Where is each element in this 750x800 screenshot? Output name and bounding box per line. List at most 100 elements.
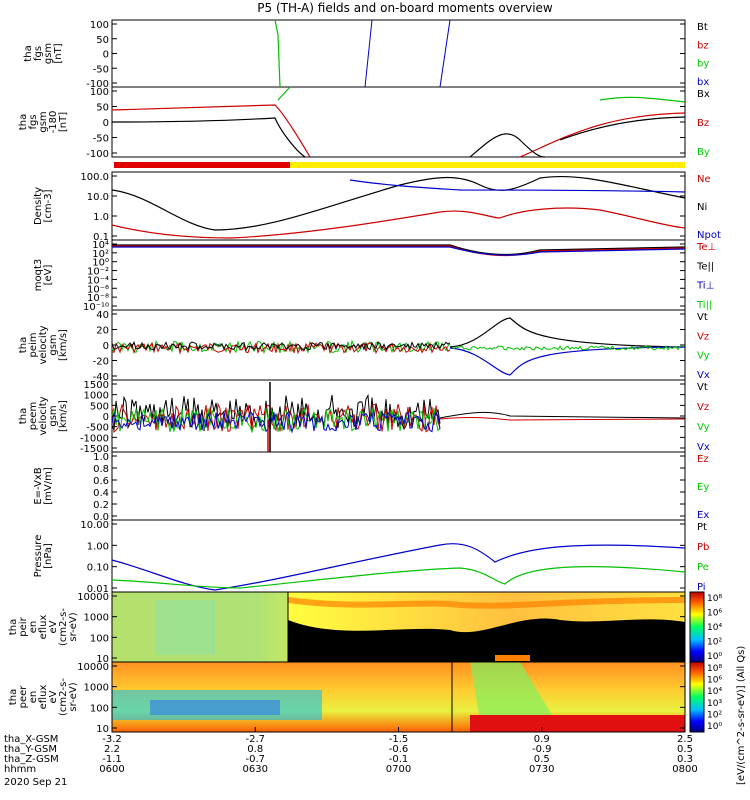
legend-entry: Vy [697, 422, 710, 433]
panel-frame-bgsm-180 [111, 86, 686, 158]
trace-line [111, 207, 686, 239]
legend-entry: Pt [697, 522, 707, 533]
y-tick-label: 100.0 [80, 172, 109, 183]
trace-line [111, 566, 686, 589]
y-axis-label: tha [18, 114, 29, 130]
y-axis-label: peir [18, 616, 29, 636]
trace-line [519, 112, 686, 158]
trace-line [364, 19, 373, 88]
y-tick-label: 10⁻² [87, 267, 109, 278]
y-axis-label: moqt3 [33, 259, 44, 292]
y-axis-label: [nPa] [43, 543, 54, 569]
trace-line [112, 246, 686, 256]
x-tick-label: 0700 [386, 764, 411, 775]
trace-line [277, 86, 291, 101]
trace-line [111, 402, 441, 433]
y-tick-label: 10000 [77, 662, 109, 673]
colorbar-lower [689, 661, 705, 733]
y-tick-label: 100 [90, 633, 109, 644]
y-tick-label: -100 [86, 149, 109, 160]
y-axis-label: [km/s] [58, 329, 69, 361]
trace-line [111, 341, 451, 355]
x-tick-label: 0.5 [677, 744, 693, 755]
y-tick-label: -100 [86, 79, 109, 90]
x-tick-label: -0.6 [389, 744, 409, 755]
x-axis-row-label: hhmm [4, 764, 36, 775]
trace-line [469, 133, 546, 158]
legend-entry: Pe [697, 562, 709, 573]
legend-entry: Vt [697, 312, 708, 323]
legend-entry: Pb [697, 542, 709, 553]
y-tick-label: 0 [103, 412, 109, 423]
trace-line [599, 96, 686, 103]
y-axis-label: peim [28, 332, 39, 357]
y-tick-label: 0.4 [93, 488, 109, 499]
x-tick-label: 0600 [99, 764, 124, 775]
y-axis-label: gsm [48, 405, 59, 426]
trace-line [111, 117, 306, 158]
x-tick-label: 0.3 [677, 754, 693, 765]
x-axis-row-label: 2020 Sep 21 [4, 777, 67, 788]
y-tick-label: 0.10 [87, 563, 109, 574]
trace-line [111, 339, 451, 355]
trace-line [111, 175, 686, 231]
legend-entry: Ti⊥ [696, 281, 714, 292]
mode-bar-fast [290, 162, 685, 168]
x-tick-label: -2.7 [245, 734, 265, 745]
y-axis-label: en [28, 621, 39, 634]
y-axis-label: gsm [38, 111, 49, 132]
legend-entry: Bx [697, 89, 710, 100]
y-tick-label: 10 [96, 724, 109, 735]
y-tick-label: 100 [90, 703, 109, 714]
panel-legends: BtbzbybxBxBzByNeNiNpotTe⊥Te||Ti⊥Ti||VtVz… [696, 22, 721, 593]
legend-entry: Te|| [696, 261, 714, 272]
trace-line [451, 345, 685, 351]
panel-frame-bgsm [111, 19, 686, 88]
y-tick-label: 10000 [77, 592, 109, 603]
y-tick-label: 0 [103, 118, 109, 129]
y-axis-label: [mV/m] [43, 467, 54, 505]
trace-line [439, 416, 686, 421]
y-axis-label: gsm [43, 43, 54, 64]
y-tick-label: 1.0 [93, 212, 109, 223]
legend-entry: Vy [697, 351, 710, 362]
trace-line [349, 179, 686, 193]
colorbar-label: [eV/(cm^2-s-sr-eV)] (All Qs) [736, 646, 747, 785]
y-tick-label: 0.1 [93, 232, 109, 243]
x-tick-label: 0.9 [534, 734, 550, 745]
y-axis-label: en [28, 691, 39, 704]
y-axis-label: fgs [28, 114, 39, 129]
mode-bar-slow [114, 162, 290, 168]
y-tick-label: 1.00 [87, 541, 109, 552]
ion-spectrogram [111, 591, 686, 663]
y-axis-label: [nT] [53, 43, 64, 63]
y-axis-label: E=-VxB [33, 467, 44, 504]
x-tick-label: 0.8 [247, 744, 263, 755]
colorbar-tick: 10⁰ [707, 652, 722, 662]
x-tick-label: 0.5 [534, 754, 550, 765]
panel-frame-density [111, 171, 686, 241]
y-tick-label: 0.8 [93, 464, 109, 475]
trace-line [111, 393, 441, 431]
y-axis-label: gsm [48, 334, 59, 355]
y-tick-label: 0.6 [93, 476, 109, 487]
y-axis-label: eV [48, 620, 59, 633]
y-tick-label: 0.0 [93, 512, 109, 523]
colorbar-tick: 10⁴ [707, 687, 722, 697]
figure-title: P5 (TH-A) fields and on-board moments ov… [257, 1, 553, 15]
y-tick-label: 40 [96, 310, 109, 321]
y-axis-label: [eV] [43, 265, 54, 286]
y-axis-label: Pressure [33, 535, 44, 578]
y-tick-label: 1000 [84, 683, 109, 694]
y-tick-labels: 100500-50-100100500-50-100100.010.01.00.… [77, 20, 685, 735]
y-axis-label: tha [8, 619, 19, 635]
colorbar-tick: 10² [707, 638, 722, 648]
legend-entry: Te⊥ [696, 242, 716, 253]
colorbar-tick: 10⁶ [707, 676, 722, 686]
legend-entry: Ex [697, 510, 709, 521]
y-tick-label: 0.01 [87, 584, 109, 595]
x-tick-label: -3.2 [102, 734, 122, 745]
y-tick-label: 10² [92, 249, 109, 260]
